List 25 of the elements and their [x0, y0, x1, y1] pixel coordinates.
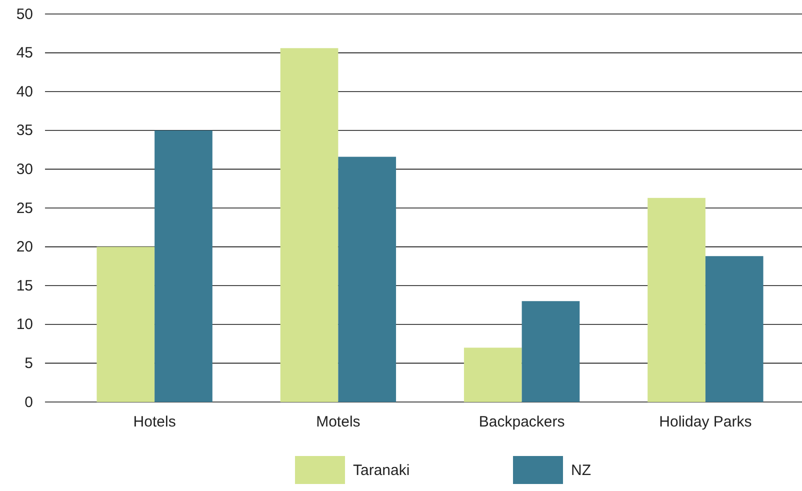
y-tick-label: 30 — [16, 161, 33, 178]
y-tick-label: 15 — [16, 277, 33, 294]
legend-label: NZ — [571, 462, 591, 479]
bar — [464, 348, 522, 402]
bar — [648, 198, 706, 402]
y-tick-label: 40 — [16, 83, 33, 100]
y-tick-label: 10 — [16, 316, 33, 334]
bar — [280, 48, 338, 402]
y-tick-label: 5 — [24, 355, 33, 372]
bar — [154, 130, 212, 402]
x-tick-label: Motels — [316, 414, 360, 431]
y-tick-label: 35 — [16, 122, 33, 140]
y-tick-label: 50 — [16, 6, 33, 23]
x-tick-label: Hotels — [133, 414, 176, 431]
y-tick-label: 0 — [24, 394, 33, 411]
bar — [338, 156, 396, 402]
y-tick-label: 25 — [16, 200, 33, 217]
bar — [705, 256, 764, 402]
bar — [96, 246, 155, 402]
y-tick-label: 20 — [16, 238, 33, 256]
x-tick-label: Backpackers — [478, 414, 565, 431]
y-tick-label: 45 — [16, 44, 33, 62]
x-tick-label: Holiday Parks — [659, 414, 752, 431]
bar — [522, 301, 580, 402]
legend-label: Taranaki — [353, 462, 410, 479]
